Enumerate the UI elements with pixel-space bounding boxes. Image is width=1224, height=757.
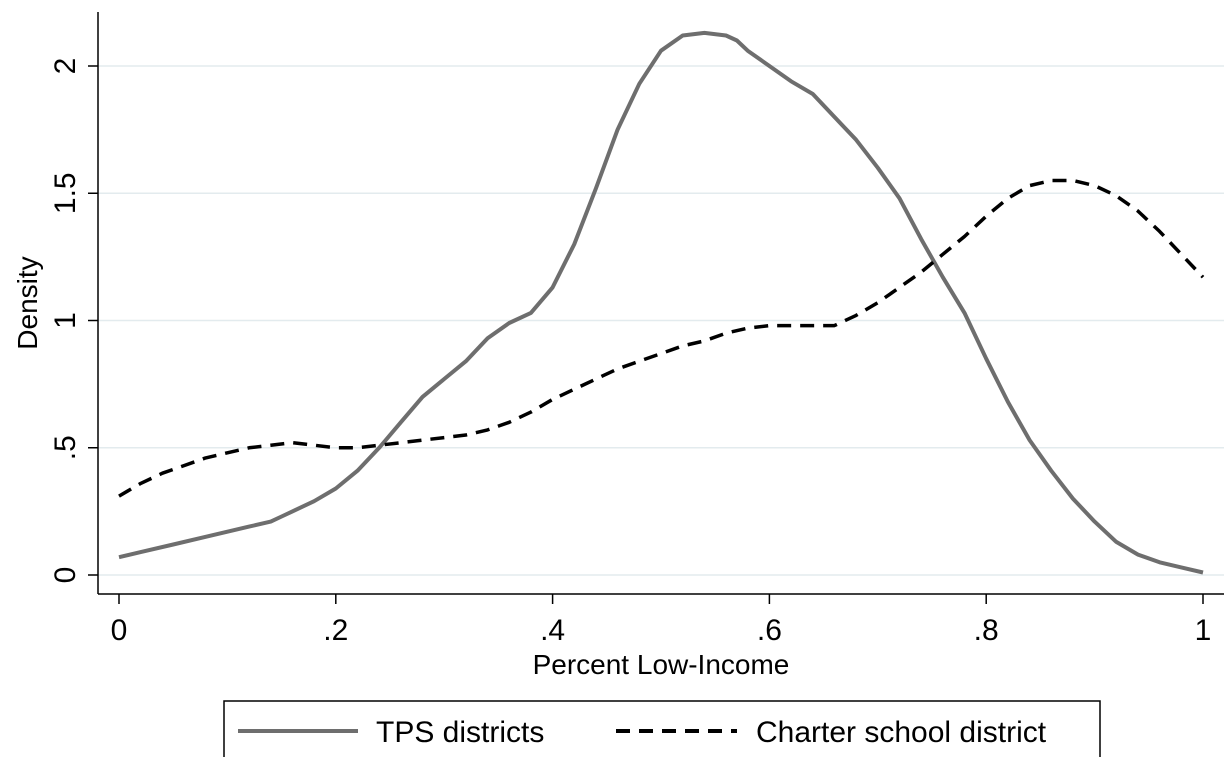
- tick-marks: [88, 65, 1204, 604]
- y-tick-label-2: 1: [49, 312, 82, 329]
- series-lines: [118, 30, 1205, 575]
- legend-label-tps: TPS districts: [376, 716, 544, 749]
- y-tick-label-0: 0: [49, 567, 82, 584]
- x-tick-label-4: .8: [974, 614, 999, 647]
- y-tick-label-1: .5: [49, 435, 82, 460]
- gridlines: [98, 65, 1224, 576]
- tick-labels: 0 .5 1 1.5 2 0 .2 .4 .6 .8 1: [49, 58, 1211, 647]
- y-tick-label-3: 1.5: [49, 172, 82, 214]
- x-tick-label-5: 1: [1195, 614, 1212, 647]
- x-tick-label-1: .2: [323, 614, 348, 647]
- x-tick-label-0: 0: [111, 614, 128, 647]
- axes: [97, 12, 1224, 595]
- legend-label-charter: Charter school district: [756, 716, 1047, 749]
- x-tick-label-2: .4: [540, 614, 565, 647]
- x-tick-label-3: .6: [757, 614, 782, 647]
- y-axis-title: Density: [12, 256, 43, 349]
- series-line-charter: [118, 178, 1205, 498]
- series-line-tps: [118, 30, 1204, 575]
- legend: TPS districts Charter school district: [223, 700, 1101, 757]
- y-tick-label-4: 2: [49, 58, 82, 75]
- x-axis-title: Percent Low-Income: [533, 649, 790, 680]
